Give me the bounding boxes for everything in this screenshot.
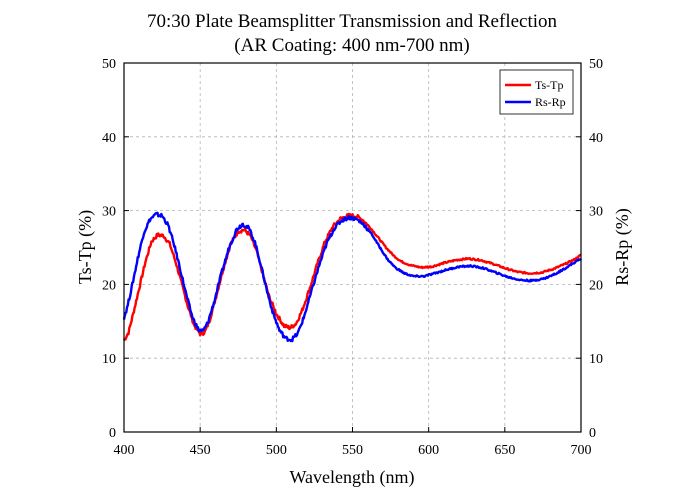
y-tick-label-right: 30 bbox=[589, 205, 603, 220]
grid-lines bbox=[124, 63, 581, 432]
legend: Ts-Tp Rs-Rp bbox=[499, 69, 574, 115]
y-tick-label-left: 10 bbox=[102, 352, 116, 367]
y-tick-label-right: 0 bbox=[589, 426, 596, 441]
legend-label-ts-tp: Ts-Tp bbox=[535, 78, 564, 92]
x-tick-label: 450 bbox=[190, 443, 211, 458]
x-tick-label: 700 bbox=[571, 443, 592, 458]
y-tick-label-left: 40 bbox=[102, 131, 116, 146]
x-tick-label: 400 bbox=[114, 443, 135, 458]
y-axis-label-right: Rs-Rp (%) bbox=[612, 208, 633, 286]
x-tick-label: 500 bbox=[266, 443, 287, 458]
y-tick-label-right: 20 bbox=[589, 278, 603, 293]
y-axis-label-left: Ts-Tp (%) bbox=[75, 210, 96, 284]
series-line-rs-rp bbox=[122, 211, 583, 343]
y-tick-label-left: 50 bbox=[102, 57, 116, 72]
series-layer bbox=[122, 211, 583, 343]
x-axis-label: Wavelength (nm) bbox=[289, 467, 414, 488]
y-tick-label-left: 20 bbox=[102, 278, 116, 293]
y-tick-label-left: 30 bbox=[102, 205, 116, 220]
y-tick-label-right: 50 bbox=[589, 57, 603, 72]
series-line-ts-tp bbox=[122, 212, 582, 342]
x-tick-label: 650 bbox=[494, 443, 515, 458]
axis-ticks: 400 450 500 550 600 650 700 0 0 10 10 20 20 30 30 40 40 5… bbox=[102, 57, 603, 458]
y-tick-label-right: 10 bbox=[589, 352, 603, 367]
y-tick-label-left: 0 bbox=[109, 426, 116, 441]
y-tick-label-right: 40 bbox=[589, 131, 603, 146]
x-tick-label: 550 bbox=[342, 443, 363, 458]
legend-label-rs-rp: Rs-Rp bbox=[535, 95, 566, 109]
chart-title: 70:30 Plate Beamsplitter Transmission an… bbox=[147, 11, 558, 32]
x-tick-label: 600 bbox=[418, 443, 439, 458]
chart-subtitle: (AR Coating: 400 nm-700 nm) bbox=[234, 35, 469, 56]
legend-box bbox=[499, 69, 574, 115]
